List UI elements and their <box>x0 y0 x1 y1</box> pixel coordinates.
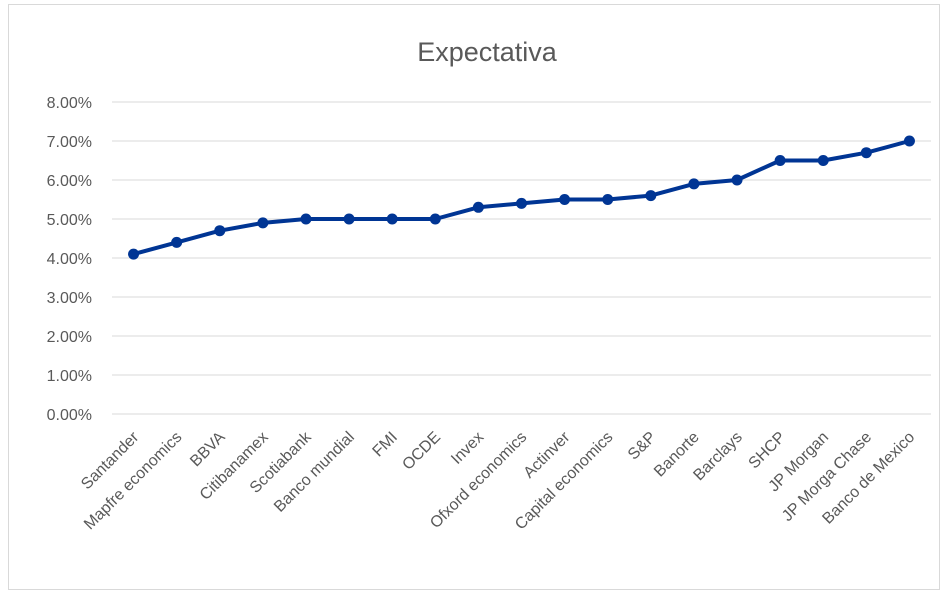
grid-lines <box>112 101 931 415</box>
data-point <box>386 213 398 225</box>
data-point <box>559 194 571 205</box>
x-tick-label: BBVA <box>187 429 229 471</box>
data-point <box>645 190 657 202</box>
y-tick-label: 7.00% <box>47 134 92 151</box>
data-point <box>817 155 829 166</box>
y-tick-label: 2.00% <box>47 329 92 346</box>
y-tick-label: 4.00% <box>47 251 92 268</box>
data-point <box>300 213 312 225</box>
data-point <box>429 213 441 225</box>
data-point <box>903 135 915 147</box>
data-point <box>688 178 700 190</box>
y-tick-label: 8.00% <box>47 95 92 112</box>
y-tick-label: 6.00% <box>47 173 92 190</box>
x-tick-label: Banco mundial <box>271 429 358 516</box>
x-tick-label: FMI <box>370 429 401 460</box>
data-point <box>128 248 140 260</box>
line-chart: Expectativa 0.00% 1.00% 2.00% 3.00% 4.00% 5.0… <box>47 37 931 533</box>
y-axis-ticks: 0.00% 1.00% 2.00% 3.00% 4.00% 5.00% 6.00% 7.00%… <box>47 95 92 424</box>
data-point <box>472 201 484 213</box>
x-tick-label: S&P <box>625 429 660 464</box>
data-point <box>214 225 226 237</box>
y-tick-label: 3.00% <box>47 290 92 307</box>
data-point <box>343 213 355 225</box>
y-tick-label: 0.00% <box>47 407 92 424</box>
data-point <box>731 174 743 186</box>
chart-title: Expectativa <box>417 37 558 67</box>
x-tick-label: OCDE <box>399 429 444 474</box>
data-point <box>257 217 269 229</box>
data-point <box>516 197 527 209</box>
series-layer <box>128 135 915 260</box>
data-point <box>774 155 786 166</box>
data-point <box>860 147 872 159</box>
data-point <box>171 236 183 248</box>
chart-frame: Expectativa 0.00% 1.00% 2.00% 3.00% 4.00% 5.0… <box>8 4 940 590</box>
data-point <box>602 194 614 205</box>
y-tick-label: 1.00% <box>47 368 92 385</box>
x-tick-label: Invex <box>448 429 487 468</box>
y-tick-label: 5.00% <box>47 212 92 229</box>
series-line <box>131 139 912 257</box>
